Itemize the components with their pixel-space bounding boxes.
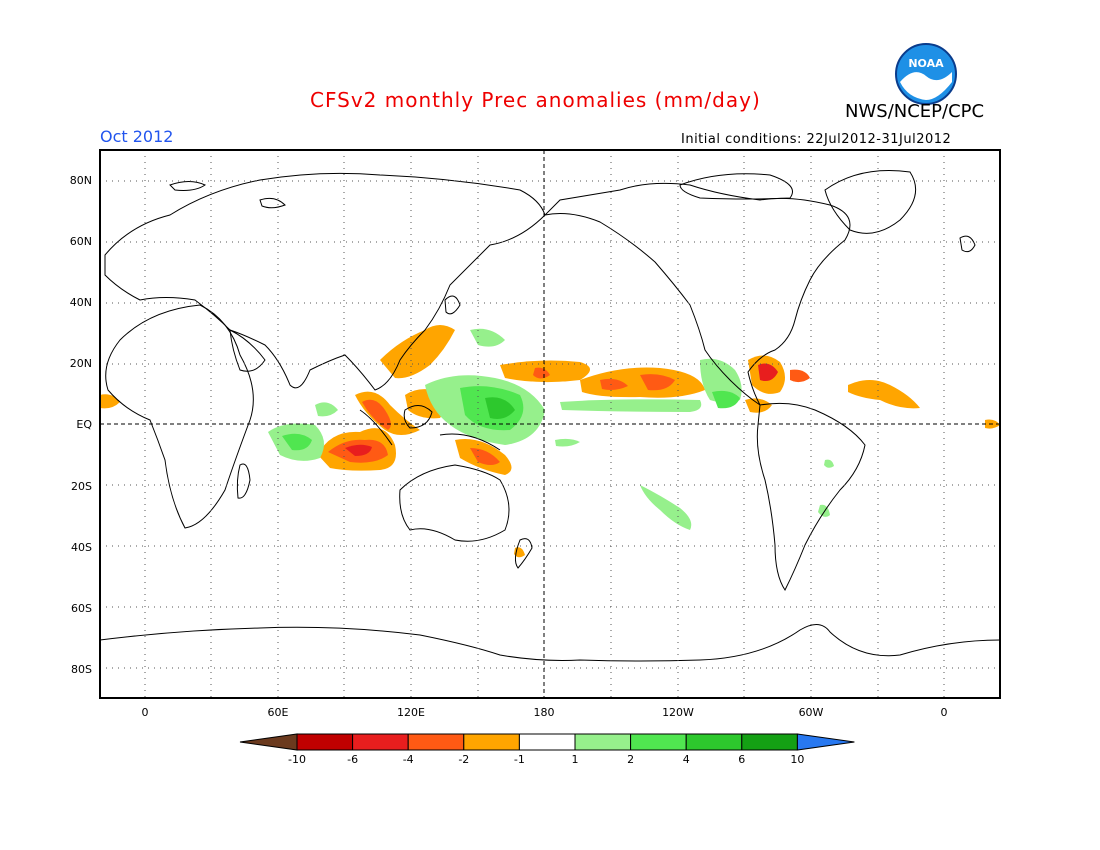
lat-tick-label: 60N: [70, 235, 92, 248]
colorbar-swatch: [574, 733, 632, 751]
map-frame: [99, 149, 1001, 699]
anomaly-region: [758, 363, 778, 381]
colorbar-label: 10: [790, 753, 804, 766]
colorbar-label: 1: [572, 753, 579, 766]
lat-tick-label: EQ: [76, 418, 92, 431]
colorbar-swatch: [741, 733, 798, 751]
anomaly-region: [485, 397, 515, 419]
anomaly-region: [282, 433, 312, 451]
colorbar-label: -10: [288, 753, 306, 766]
anomaly-region: [848, 380, 920, 409]
madagascar-outline: [236, 463, 251, 499]
anomaly-region: [824, 459, 834, 468]
noaa-logo: NOAA: [895, 43, 957, 105]
lon-tick-label: 120W: [662, 706, 694, 719]
colorbar: -10 -6 -4 -2 -1 1 2 4 6 10: [239, 733, 855, 766]
lon-axis: 0 60E 120E 180 120W 60W 0: [142, 706, 948, 719]
anomaly-region: [745, 398, 772, 413]
chart-title: CFSv2 monthly Prec anomalies (mm/day): [310, 88, 761, 112]
initial-conditions: Initial conditions: 22Jul2012-31Jul2012: [681, 132, 952, 147]
anomaly-region: [700, 358, 742, 403]
colorbar-swatch: [685, 733, 743, 751]
anomaly-region: [470, 328, 505, 347]
anomaly-region: [640, 485, 692, 530]
colorbar-swatch: [463, 733, 520, 751]
uk-outline: [959, 235, 976, 253]
lat-tick-label: 20N: [70, 357, 92, 370]
colorbar-upper-arrow: [796, 733, 855, 751]
newzealand-outline: [514, 538, 533, 569]
colorbar-swatch: [296, 733, 354, 751]
lat-tick-label: 80N: [70, 174, 92, 187]
south-america-outline: [756, 402, 866, 591]
colorbar-swatch: [518, 733, 576, 751]
arctic-islands-outline: [169, 173, 793, 209]
colorbar-swatch: [407, 733, 465, 751]
colorbar-label: -6: [347, 753, 358, 766]
lon-tick-label: 180: [534, 706, 555, 719]
colorbar-swatch: [352, 733, 409, 751]
lat-tick-label: 40N: [70, 296, 92, 309]
colorbar-lower-arrow: [239, 733, 298, 751]
lon-tick-label: 60W: [799, 706, 824, 719]
noaa-logo-text: NOAA: [908, 57, 944, 70]
lon-tick-label: 0: [941, 706, 948, 719]
africa-outline: [105, 304, 254, 529]
arabia-outline: [229, 329, 266, 372]
anomaly-region: [600, 378, 628, 390]
anomaly-region: [555, 438, 580, 447]
lat-tick-label: 80S: [71, 663, 92, 676]
colorbar-label: -1: [514, 753, 525, 766]
graticule: [100, 150, 1000, 698]
colorbar-label: 4: [683, 753, 690, 766]
colorbar-swatch: [630, 733, 687, 751]
colorbar-label: 6: [738, 753, 745, 766]
antarctica-outline: [99, 624, 1001, 662]
colorbar-label: 2: [627, 753, 634, 766]
lat-tick-label: 60S: [71, 602, 92, 615]
forecast-month: Oct 2012: [100, 127, 174, 146]
colorbar-label: -4: [403, 753, 414, 766]
anomaly-region: [315, 402, 338, 417]
anomaly-region: [640, 374, 675, 391]
anomaly-region: [380, 325, 455, 379]
lon-tick-label: 60E: [268, 706, 289, 719]
colorbar-label: -2: [458, 753, 469, 766]
anomaly-region: [560, 399, 702, 412]
anomaly-region: [790, 369, 810, 383]
australia-outline: [399, 464, 510, 542]
north-america-outline: [543, 182, 851, 406]
coastlines: [99, 169, 1001, 662]
anomaly-region: [712, 390, 740, 409]
lon-tick-label: 120E: [397, 706, 425, 719]
greenland-outline: [824, 169, 917, 234]
lat-tick-label: 20S: [71, 480, 92, 493]
anomaly-region: [470, 448, 500, 465]
agency-label: NWS/NCEP/CPC: [845, 101, 985, 122]
lon-tick-label: 0: [142, 706, 149, 719]
anomaly-region: [362, 399, 391, 430]
anomaly-region: [345, 444, 372, 456]
lat-tick-label: 40S: [71, 541, 92, 554]
anomaly-region: [533, 367, 550, 379]
japan-outline: [444, 295, 461, 315]
lat-axis: 80N 60N 40N 20N EQ 20S 40S 60S 80S: [70, 174, 93, 676]
